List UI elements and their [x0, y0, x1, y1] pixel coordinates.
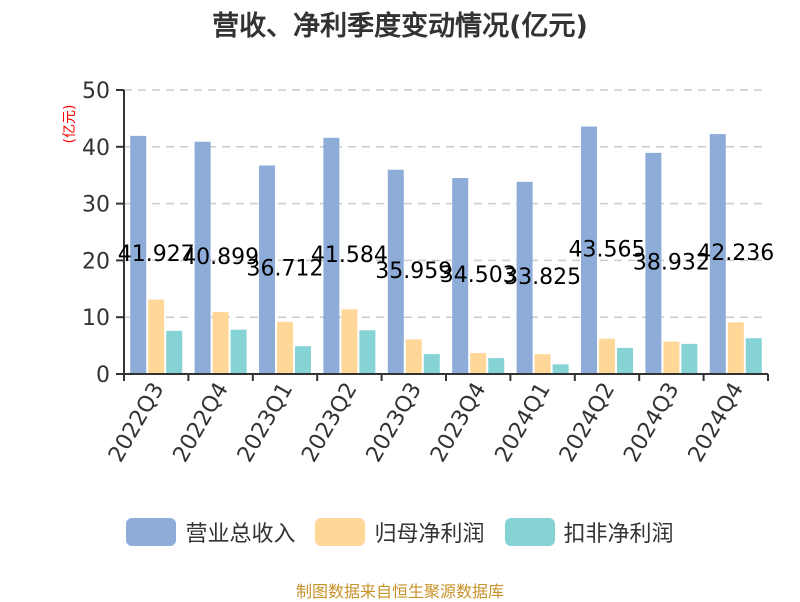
bar[interactable]: [727, 322, 744, 374]
bar[interactable]: [359, 330, 376, 374]
y-tick-label: 30: [82, 193, 110, 218]
bar[interactable]: [405, 339, 422, 374]
legend-label: 归母净利润: [374, 522, 485, 547]
bar[interactable]: [552, 364, 569, 374]
bar[interactable]: [470, 352, 487, 374]
bar-value-label: 34.503: [440, 263, 517, 288]
data-source-note: 制图数据来自恒生聚源数据库: [295, 582, 504, 601]
bar[interactable]: [387, 169, 404, 374]
bar[interactable]: [534, 354, 551, 374]
bar[interactable]: [295, 346, 311, 374]
legend-swatch-revenue: [126, 518, 177, 546]
bar[interactable]: [212, 312, 229, 374]
legend: 营业总收入 归母净利润 扣非净利润: [0, 516, 800, 548]
bar[interactable]: [617, 347, 633, 374]
legend-swatch-deducted-net-profit: [504, 518, 555, 546]
x-tick-label: 2024Q4: [684, 379, 749, 467]
bar-value-label: 40.899: [182, 245, 259, 270]
legend-label: 营业总收入: [185, 522, 296, 547]
bar[interactable]: [663, 341, 680, 374]
legend-item-deducted-net-profit[interactable]: 扣非净利润: [504, 516, 674, 548]
bar-value-label: 41.584: [311, 243, 388, 268]
bar-value-label: 41.927: [118, 242, 195, 267]
x-tick-label: 2023Q3: [362, 379, 427, 467]
y-tick-label: 40: [82, 136, 110, 161]
x-tick-label: 2022Q4: [168, 379, 233, 467]
bar[interactable]: [166, 330, 183, 374]
y-tick-label: 10: [82, 306, 110, 331]
x-tick-label: 2024Q2: [555, 379, 620, 467]
bar[interactable]: [516, 181, 533, 374]
bar[interactable]: [259, 165, 275, 374]
x-tick-label: 2023Q2: [297, 379, 362, 467]
bar-value-label: 33.825: [504, 265, 581, 290]
x-tick-label: 2022Q3: [104, 379, 169, 467]
x-tick-label: 2024Q3: [619, 379, 684, 467]
bar[interactable]: [194, 141, 211, 374]
bar[interactable]: [148, 299, 165, 374]
bar-value-label: 36.712: [247, 257, 324, 282]
x-tick-label: 2023Q4: [426, 379, 491, 467]
chart-title: 营收、净利季度变动情况(亿元): [212, 11, 588, 42]
bar[interactable]: [130, 135, 147, 374]
bar[interactable]: [230, 329, 247, 374]
bar[interactable]: [452, 178, 469, 374]
legend-item-revenue[interactable]: 营业总收入: [126, 516, 295, 548]
bar[interactable]: [488, 358, 505, 374]
bar-value-label: 43.565: [569, 237, 646, 262]
bar[interactable]: [581, 126, 597, 374]
x-tick-label: 2024Q1: [490, 379, 555, 467]
bar[interactable]: [277, 321, 293, 374]
bar-value-label: 38.932: [633, 250, 710, 275]
legend-item-net-profit[interactable]: 归母净利润: [315, 516, 485, 548]
bar[interactable]: [645, 152, 662, 374]
bar[interactable]: [681, 343, 698, 374]
bar[interactable]: [745, 338, 762, 374]
legend-swatch-net-profit: [315, 518, 366, 546]
bar[interactable]: [423, 354, 440, 374]
bar-value-label: 42.236: [697, 241, 774, 266]
bar[interactable]: [599, 338, 615, 374]
y-tick-label: 50: [82, 79, 110, 104]
bar[interactable]: [323, 137, 340, 374]
bar-value-label: 35.959: [375, 259, 452, 284]
legend-label: 扣非净利润: [563, 522, 674, 547]
bar[interactable]: [341, 309, 358, 374]
bar[interactable]: [709, 134, 726, 374]
x-tick-label: 2023Q1: [233, 379, 298, 467]
y-tick-label: 20: [82, 249, 110, 274]
y-tick-label: 0: [96, 363, 110, 388]
